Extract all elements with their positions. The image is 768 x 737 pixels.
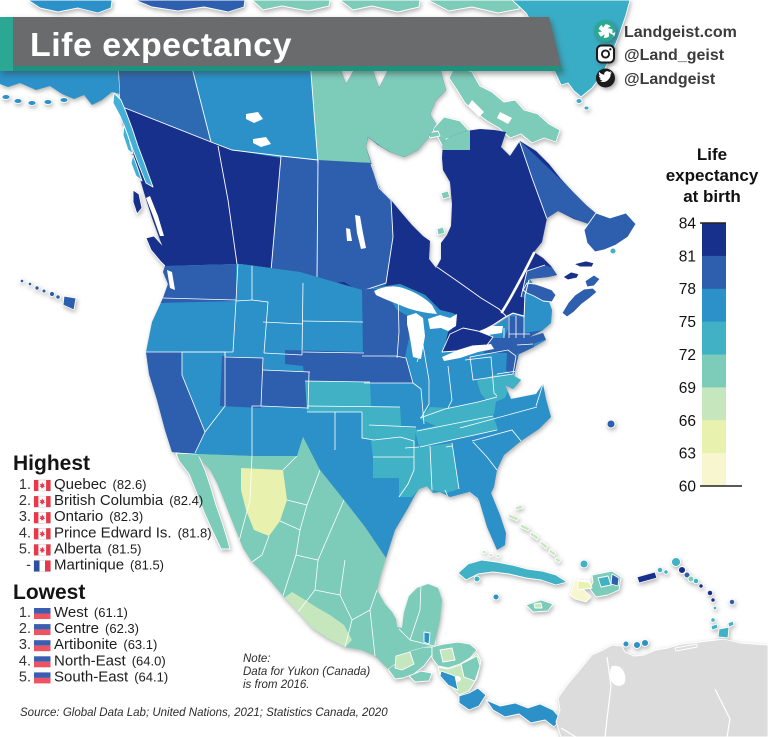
svg-text:Lowest: Lowest: [13, 581, 85, 604]
svg-text:North-East (64.0): North-East (64.0): [54, 652, 166, 669]
svg-text:4.: 4.: [19, 525, 31, 541]
svg-text:84: 84: [679, 216, 697, 233]
svg-text:75: 75: [679, 314, 696, 331]
svg-text:@Landgeist: @Landgeist: [624, 71, 716, 88]
svg-text:1.: 1.: [19, 605, 31, 621]
svg-text:Highest: Highest: [13, 452, 90, 475]
svg-text:Life expectancy: Life expectancy: [30, 26, 292, 63]
svg-text:Alberta (81.5): Alberta (81.5): [54, 540, 142, 557]
svg-text:2.: 2.: [19, 621, 31, 637]
svg-text:Artibonite (63.1): Artibonite (63.1): [54, 636, 157, 653]
svg-text:British Columbia (82.4): British Columbia (82.4): [54, 492, 203, 509]
svg-text:expectancy: expectancy: [666, 166, 759, 185]
svg-text:1.: 1.: [19, 477, 31, 493]
svg-text:63: 63: [679, 446, 696, 463]
svg-text:3.: 3.: [19, 509, 31, 525]
svg-text:@Land_geist: @Land_geist: [624, 47, 725, 64]
svg-text:Landgeist.com: Landgeist.com: [624, 24, 737, 41]
svg-text:Ontario (82.3): Ontario (82.3): [54, 508, 143, 525]
svg-text:is from 2016.: is from 2016.: [243, 679, 309, 691]
svg-text:Life: Life: [697, 145, 727, 164]
svg-text:2.: 2.: [19, 493, 31, 509]
svg-text:69: 69: [679, 380, 696, 397]
svg-text:West (61.1): West (61.1): [54, 604, 128, 621]
svg-text:3.: 3.: [19, 637, 31, 653]
svg-text:66: 66: [679, 413, 696, 430]
svg-text:Note:: Note:: [243, 653, 271, 665]
svg-text:-: -: [26, 558, 31, 574]
svg-text:4.: 4.: [19, 653, 31, 669]
svg-text:5.: 5.: [19, 669, 31, 685]
svg-text:81: 81: [679, 248, 696, 265]
svg-text:at birth: at birth: [683, 187, 741, 206]
svg-text:72: 72: [679, 347, 696, 364]
svg-text:Martinique (81.5): Martinique (81.5): [54, 557, 164, 574]
svg-text:5.: 5.: [19, 541, 31, 557]
svg-text:Quebec (82.6): Quebec (82.6): [54, 476, 147, 493]
svg-text:Centre (62.3): Centre (62.3): [54, 620, 139, 637]
svg-text:South-East (64.1): South-East (64.1): [54, 668, 168, 685]
svg-text:78: 78: [679, 281, 696, 298]
svg-text:Source: Global Data Lab; Unite: Source: Global Data Lab; United Nations,…: [20, 707, 388, 719]
svg-text:Prince Edward Is. (81.8): Prince Edward Is. (81.8): [54, 524, 212, 541]
svg-text:60: 60: [679, 479, 697, 496]
svg-text:Data for Yukon (Canada): Data for Yukon (Canada): [243, 666, 370, 678]
